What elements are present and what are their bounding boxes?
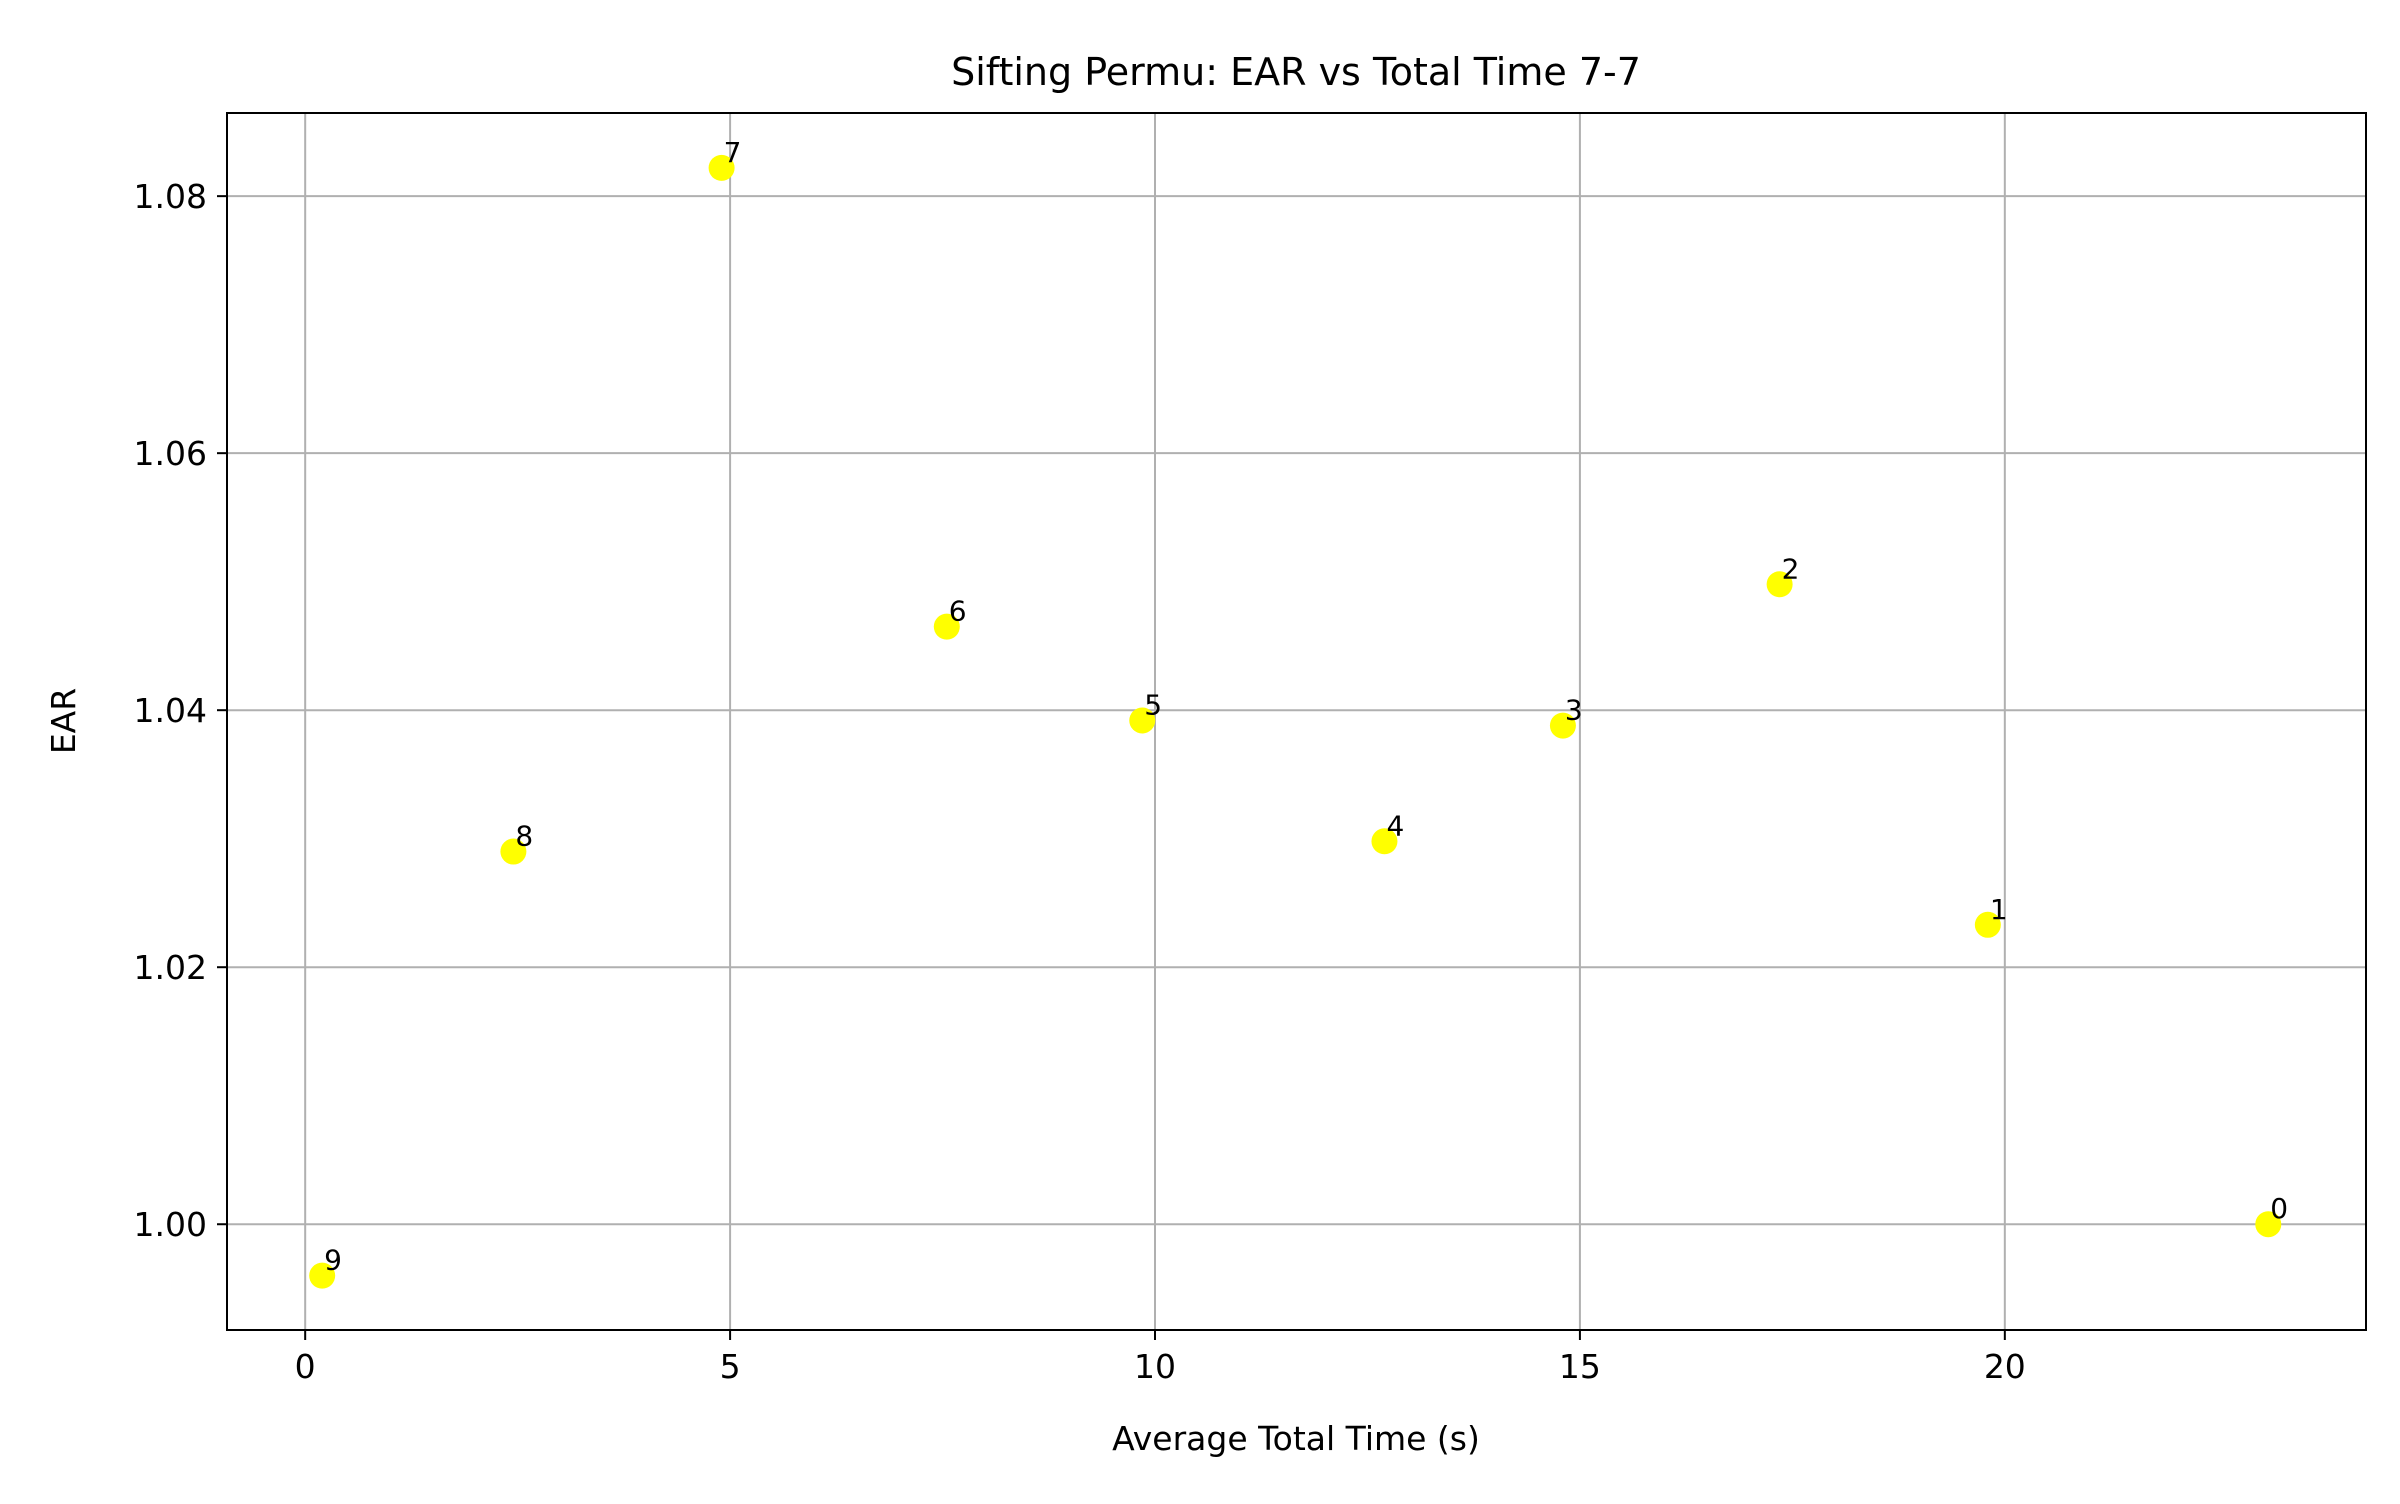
data-point-label: 6 xyxy=(949,595,967,628)
x-axis-label: Average Total Time (s) xyxy=(1112,1419,1480,1458)
data-point-label: 1 xyxy=(1990,893,2008,926)
y-tick-label: 1.04 xyxy=(134,691,207,730)
data-point xyxy=(1766,571,1793,598)
chart-title: Sifting Permu: EAR vs Total Time 7-7 xyxy=(951,50,1641,94)
x-tick-label: 15 xyxy=(1559,1347,1601,1386)
x-tick-label: 5 xyxy=(720,1347,741,1386)
y-tick-label: 1.02 xyxy=(134,948,207,987)
x-tick-label: 0 xyxy=(295,1347,316,1386)
data-point xyxy=(309,1262,336,1289)
data-point-label: 2 xyxy=(1782,552,1800,585)
y-tick-label: 1.06 xyxy=(134,434,207,473)
data-point-label: 3 xyxy=(1565,694,1583,727)
data-point xyxy=(933,613,960,640)
data-points xyxy=(309,154,2282,1289)
data-point xyxy=(1549,712,1576,739)
data-point xyxy=(708,154,735,181)
data-point xyxy=(1129,707,1156,734)
data-point xyxy=(1371,828,1398,855)
axis-ticks: 0 5 10 15 201.001.021.041.061.08 xyxy=(134,177,2026,1386)
point-labels: 0 1 2 3 4 5 6 7 8 9 xyxy=(324,136,2288,1277)
plot-area-frame xyxy=(226,112,2367,1331)
data-point-label: 8 xyxy=(515,820,533,853)
data-point-label: 7 xyxy=(724,136,742,169)
x-tick-label: 20 xyxy=(1984,1347,2026,1386)
data-point-label: 0 xyxy=(2270,1192,2288,1225)
data-point xyxy=(2255,1211,2282,1238)
y-tick-label: 1.08 xyxy=(134,177,207,216)
data-point-label: 9 xyxy=(324,1244,342,1277)
grid-lines xyxy=(227,113,2366,1330)
data-point xyxy=(1974,911,2001,938)
y-axis-label: EAR xyxy=(44,688,83,754)
data-point xyxy=(500,838,527,865)
x-tick-label: 10 xyxy=(1134,1347,1176,1386)
y-tick-label: 1.00 xyxy=(134,1205,207,1244)
data-point-label: 5 xyxy=(1144,688,1162,721)
data-point-label: 4 xyxy=(1386,809,1404,842)
